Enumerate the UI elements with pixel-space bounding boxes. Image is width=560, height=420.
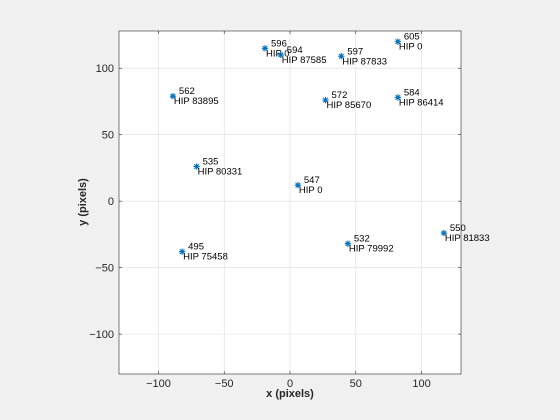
star-marker bbox=[277, 51, 284, 59]
point-hip-label: HIP 0 bbox=[399, 42, 423, 53]
star-marker bbox=[169, 92, 177, 100]
x-tick-label: 0 bbox=[287, 378, 293, 390]
y-tick-label: −100 bbox=[89, 329, 114, 341]
star-marker bbox=[394, 94, 402, 101]
y-tick-label: 0 bbox=[108, 196, 114, 208]
star-marker bbox=[440, 229, 448, 237]
point-id-label: 596 bbox=[271, 38, 287, 49]
point-id-label: 594 bbox=[287, 45, 303, 56]
point-hip-label: HIP 79992 bbox=[349, 244, 394, 255]
point-hip-label: HIP 0 bbox=[266, 48, 290, 59]
point-hip-label: HIP 81833 bbox=[445, 233, 490, 244]
point-hip-label: HIP 87833 bbox=[342, 56, 387, 67]
point-id-label: 562 bbox=[179, 86, 195, 97]
star-marker bbox=[178, 248, 186, 255]
axis-ticks: −100 −50 0 50 100 −100 −50 0 50 100 bbox=[89, 31, 461, 390]
star-marker bbox=[261, 45, 269, 52]
point-hip-label: HIP 86414 bbox=[399, 97, 444, 108]
star-marker bbox=[193, 163, 200, 170]
point-id-label: 584 bbox=[404, 87, 420, 98]
star-marker bbox=[322, 96, 329, 104]
y-tick-label: −50 bbox=[95, 263, 114, 275]
point-id-label: 532 bbox=[354, 234, 370, 245]
y-axis-label: y (pixels) bbox=[77, 178, 89, 226]
star-marker bbox=[294, 182, 302, 189]
star-marker bbox=[338, 53, 345, 60]
point-id-label: 597 bbox=[347, 46, 363, 57]
axes-box bbox=[118, 30, 462, 375]
point-hip-label: HIP 75458 bbox=[183, 252, 228, 263]
point-hip-label: HIP 0 bbox=[299, 185, 323, 196]
point-id-label: 535 bbox=[203, 157, 219, 168]
point-id-label: 495 bbox=[188, 242, 204, 253]
point-hip-label: HIP 83895 bbox=[174, 96, 219, 107]
x-tick-label: −100 bbox=[146, 378, 171, 390]
point-id-label: 547 bbox=[304, 175, 320, 186]
point-id-label: 550 bbox=[450, 223, 466, 234]
x-tick-label: −50 bbox=[215, 378, 234, 390]
point-hip-label: HIP 85670 bbox=[327, 100, 372, 111]
star-marker bbox=[394, 38, 402, 45]
star-marker bbox=[344, 240, 352, 247]
point-id-label: 572 bbox=[332, 90, 348, 101]
grid-lines bbox=[119, 31, 461, 374]
point-hip-label: HIP 80331 bbox=[198, 167, 243, 178]
point-hip-label: HIP 87585 bbox=[282, 55, 327, 66]
x-axis-label: x (pixels) bbox=[266, 388, 314, 400]
point-id-label: 605 bbox=[404, 32, 420, 43]
x-tick-label: 100 bbox=[412, 378, 430, 390]
y-tick-label: 100 bbox=[96, 63, 114, 75]
y-tick-label: 50 bbox=[102, 130, 114, 142]
x-tick-label: 50 bbox=[350, 378, 362, 390]
